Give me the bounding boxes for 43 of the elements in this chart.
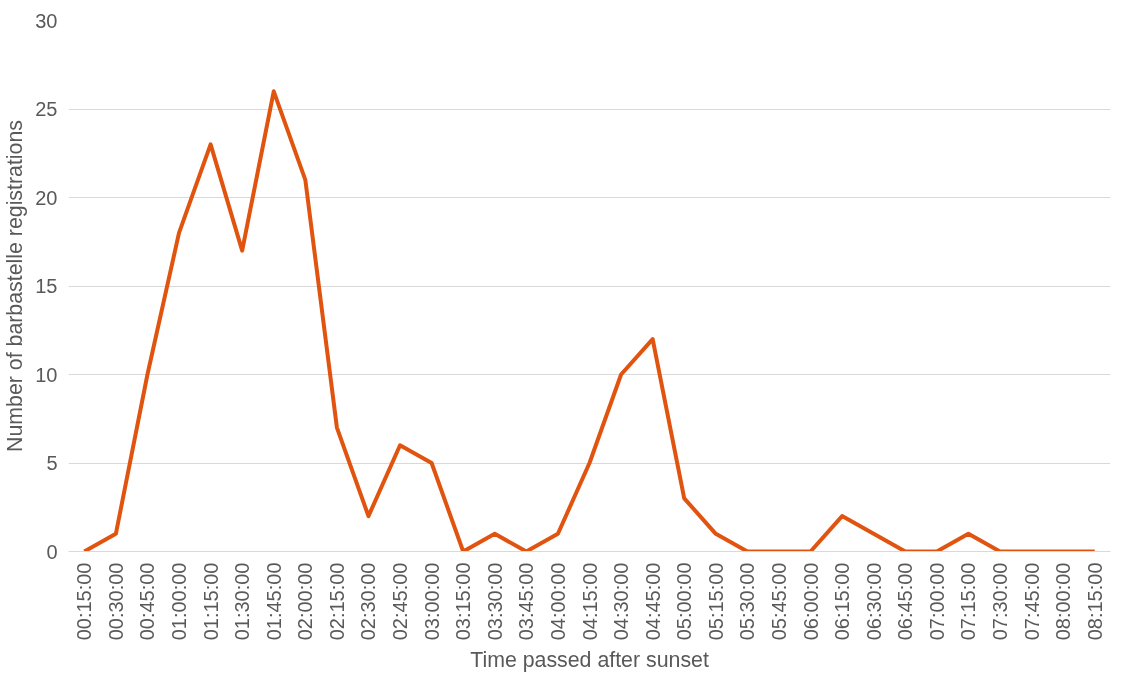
x-tick-label: 02:15:00 [325,562,348,641]
y-tick-label: 0 [46,540,58,563]
x-tick-label: 05:00:00 [673,562,696,641]
x-tick-label: 01:15:00 [199,562,222,641]
x-tick-label: 04:15:00 [578,562,601,641]
x-tick-label: 03:00:00 [420,562,443,641]
line-series [82,89,1097,552]
y-axis-title: Number of barbastelle registrations [3,120,28,452]
x-tick-label: 04:30:00 [610,562,633,641]
x-tick-label: 02:45:00 [389,562,412,641]
x-tick-label: 06:30:00 [862,562,885,641]
x-tick-label: 07:15:00 [957,562,980,641]
x-tick-label: 00:45:00 [136,562,159,641]
x-tick-label: 07:00:00 [925,562,948,641]
x-axis-title: Time passed after sunset [470,648,709,673]
y-tick-label: 30 [35,9,58,32]
x-tick-label: 05:45:00 [767,562,790,641]
x-tick-label: 01:30:00 [231,562,254,641]
x-tick-label: 05:30:00 [736,562,759,641]
x-tick-label: 01:00:00 [168,562,191,641]
y-tick-label: 15 [35,275,58,297]
y-tick-label: 5 [46,452,58,474]
x-tick-label: 00:15:00 [73,562,96,641]
y-tick-label: 20 [35,186,58,209]
y-tick-label: 10 [35,363,58,386]
x-tick-label: 03:30:00 [483,562,506,641]
x-tick-label: 03:45:00 [515,562,538,641]
x-tick-label: 01:45:00 [262,562,285,641]
x-tick-label: 07:30:00 [988,562,1011,641]
x-tick-label: 06:00:00 [799,562,822,641]
x-tick-label: 00:30:00 [104,562,127,641]
x-tick-label: 08:00:00 [1052,562,1075,641]
x-tick-label: 06:15:00 [831,562,854,641]
y-tick-label: 25 [35,98,58,120]
x-tick-label: 05:15:00 [704,562,727,641]
x-tick-label: 02:00:00 [294,562,317,641]
x-tick-label: 04:45:00 [641,562,664,641]
x-tick-label: 03:15:00 [452,562,475,641]
x-tick-label: 08:15:00 [1083,562,1106,641]
x-tick-label: 04:00:00 [546,562,569,641]
x-tick-label: 06:45:00 [894,562,917,641]
x-tick-label: 02:30:00 [357,562,380,641]
x-tick-label: 07:45:00 [1020,562,1043,641]
